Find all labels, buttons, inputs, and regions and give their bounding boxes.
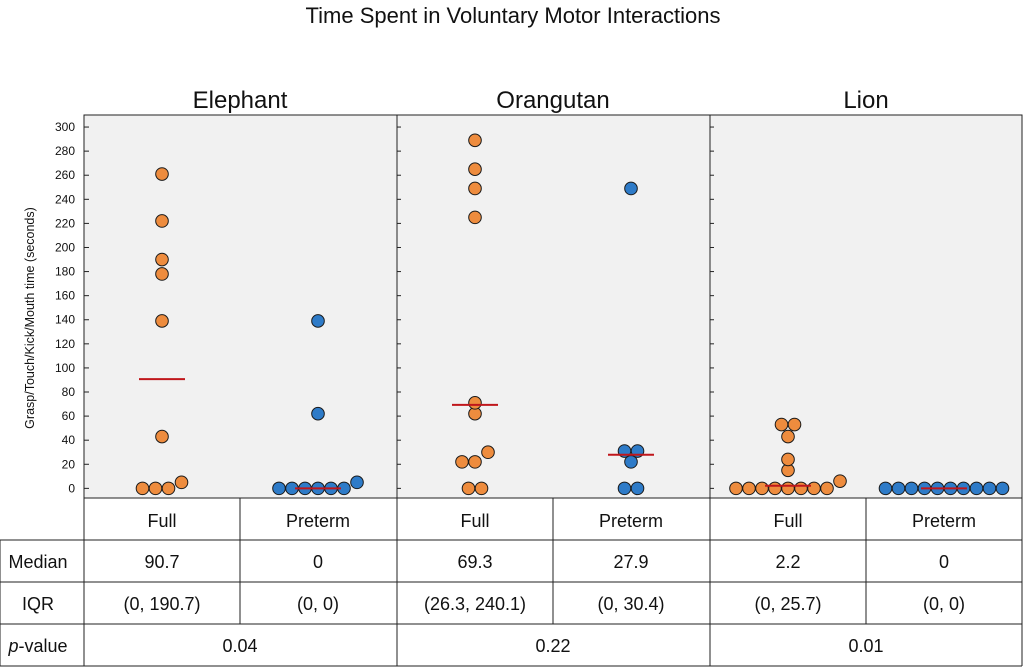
data-point-orangutan-full bbox=[461, 481, 476, 496]
y-tick-label: 260 bbox=[55, 168, 75, 182]
y-tick-label: 180 bbox=[55, 265, 75, 279]
plot-panel-elephant bbox=[83, 114, 398, 499]
y-tick-label: 280 bbox=[55, 144, 75, 158]
data-point-orangutan-full bbox=[481, 445, 495, 460]
median-lion-full: 2.2 bbox=[775, 552, 800, 572]
data-point-lion-full bbox=[787, 417, 802, 432]
y-tick-label: 220 bbox=[55, 216, 75, 230]
data-point-lion-full bbox=[833, 474, 847, 488]
data-point-lion-preterm bbox=[969, 481, 984, 496]
median-elephant-full: 90.7 bbox=[144, 552, 179, 572]
group-label-lion-full: Full bbox=[773, 511, 802, 531]
data-point-lion-preterm bbox=[878, 481, 893, 496]
data-point-elephant-full bbox=[161, 481, 176, 496]
row-label-median: Median bbox=[8, 552, 67, 572]
row-label-pvalue: p-value bbox=[7, 636, 67, 656]
data-marks bbox=[135, 133, 1010, 496]
y-tick-label: 60 bbox=[62, 409, 76, 423]
y-axis-label: Grasp/Touch/Kick/Mouth time (seconds) bbox=[23, 207, 37, 429]
data-point-orangutan-preterm bbox=[630, 481, 645, 496]
y-tick-label: 80 bbox=[62, 385, 76, 399]
data-point-elephant-full bbox=[148, 481, 163, 496]
iqr-elephant-preterm: (0, 0) bbox=[297, 594, 339, 614]
group-label-orangutan-preterm: Preterm bbox=[599, 511, 663, 531]
panel-title-orangutan: Orangutan bbox=[496, 87, 609, 114]
chart-title: Time Spent in Voluntary Motor Interactio… bbox=[306, 3, 721, 28]
data-point-lion-full bbox=[781, 452, 795, 467]
data-point-lion-preterm bbox=[904, 481, 919, 496]
data-point-elephant-preterm bbox=[311, 314, 325, 328]
y-tick-label: 200 bbox=[55, 240, 75, 254]
data-point-elephant-preterm bbox=[272, 481, 286, 496]
group-label-elephant-preterm: Preterm bbox=[286, 511, 350, 531]
median-elephant-preterm: 0 bbox=[313, 552, 323, 572]
data-point-elephant-full bbox=[155, 267, 169, 281]
data-point-lion-full bbox=[794, 481, 808, 496]
plot-panels bbox=[83, 114, 1023, 499]
data-point-lion-full bbox=[781, 481, 795, 496]
data-point-elephant-preterm bbox=[311, 406, 325, 421]
plot-panel-orangutan bbox=[396, 114, 711, 499]
data-point-elephant-full bbox=[155, 214, 169, 228]
data-point-lion-preterm bbox=[982, 481, 997, 496]
panel-title-lion: Lion bbox=[843, 87, 888, 114]
y-tick-label: 100 bbox=[55, 361, 75, 375]
data-point-orangutan-full bbox=[455, 455, 469, 469]
y-tick-label: 160 bbox=[55, 289, 75, 303]
data-point-lion-full bbox=[742, 481, 756, 496]
y-tick-label: 140 bbox=[55, 313, 75, 327]
data-point-elephant-full bbox=[135, 481, 150, 496]
iqr-lion-full: (0, 25.7) bbox=[754, 594, 821, 614]
group-label-lion-preterm: Preterm bbox=[912, 511, 976, 531]
data-point-lion-full bbox=[820, 481, 834, 496]
data-point-orangutan-preterm bbox=[617, 481, 632, 496]
data-point-lion-preterm bbox=[995, 481, 1010, 496]
data-point-lion-full bbox=[755, 481, 769, 496]
y-tick-label: 240 bbox=[55, 192, 75, 206]
iqr-elephant-full: (0, 190.7) bbox=[123, 594, 200, 614]
data-point-orangutan-preterm bbox=[624, 181, 638, 196]
group-label-orangutan-full: Full bbox=[460, 511, 489, 531]
y-axis: 0 20 40 60 80 100 120 140 160 180 200 220 240 260 280 3… bbox=[55, 120, 89, 495]
data-point-elephant-full bbox=[174, 475, 189, 490]
data-point-lion-full bbox=[768, 481, 782, 496]
data-point-lion-full bbox=[729, 481, 743, 496]
data-point-lion-full bbox=[774, 417, 789, 432]
row-label-iqr: IQR bbox=[22, 594, 54, 614]
data-point-elephant-full bbox=[155, 314, 169, 328]
y-tick-label: 20 bbox=[62, 457, 76, 471]
y-tick-label: 300 bbox=[55, 120, 75, 134]
iqr-orangutan-full: (26.3, 240.1) bbox=[424, 594, 526, 614]
y-tick-label: 40 bbox=[62, 433, 76, 447]
data-point-elephant-preterm bbox=[350, 475, 364, 490]
stats-table bbox=[0, 497, 1023, 667]
median-orangutan-preterm: 27.9 bbox=[613, 552, 648, 572]
data-point-elephant-full bbox=[155, 167, 169, 181]
data-point-elephant-full bbox=[155, 252, 169, 267]
data-point-elephant-full bbox=[155, 429, 169, 444]
data-point-lion-full bbox=[807, 481, 821, 496]
pvalue-lion: 0.01 bbox=[848, 636, 883, 656]
data-point-lion-preterm bbox=[891, 481, 906, 496]
pvalue-elephant: 0.04 bbox=[222, 636, 257, 656]
data-point-orangutan-full bbox=[468, 133, 482, 148]
data-point-orangutan-full bbox=[474, 481, 489, 496]
iqr-orangutan-preterm: (0, 30.4) bbox=[597, 594, 664, 614]
iqr-lion-preterm: (0, 0) bbox=[923, 594, 965, 614]
median-lion-preterm: 0 bbox=[939, 552, 949, 572]
pvalue-orangutan: 0.22 bbox=[535, 636, 570, 656]
data-point-orangutan-full bbox=[468, 455, 482, 469]
data-point-orangutan-full bbox=[468, 181, 482, 196]
plot-panel-lion bbox=[709, 114, 1023, 499]
data-point-orangutan-full bbox=[468, 162, 482, 176]
y-tick-label: 120 bbox=[55, 337, 75, 351]
panel-title-elephant: Elephant bbox=[193, 87, 288, 114]
data-point-orangutan-full bbox=[468, 210, 482, 225]
data-point-orangutan-full bbox=[468, 396, 482, 410]
group-label-elephant-full: Full bbox=[147, 511, 176, 531]
y-tick-label: 0 bbox=[68, 481, 75, 495]
median-orangutan-full: 69.3 bbox=[457, 552, 492, 572]
data-point-lion-full bbox=[781, 429, 795, 444]
